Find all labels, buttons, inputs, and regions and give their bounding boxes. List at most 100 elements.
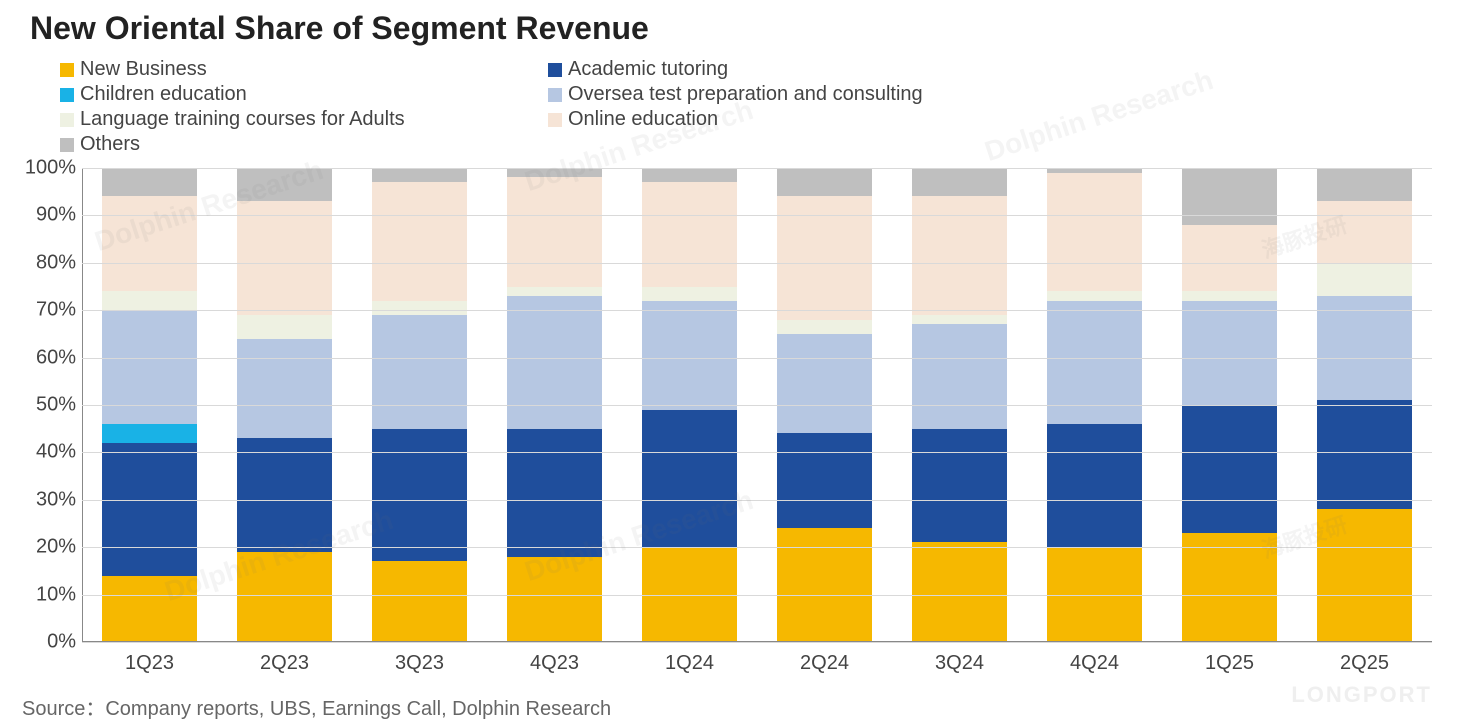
x-tick-label: 2Q25 xyxy=(1340,642,1389,675)
bar-segment-others xyxy=(102,168,197,196)
legend-item: Online education xyxy=(548,108,1018,131)
bar-segment-oversea xyxy=(1317,296,1412,400)
y-tick-label: 100% xyxy=(25,157,82,180)
bar-segment-language xyxy=(1047,291,1142,300)
legend-item: New Business xyxy=(60,58,530,81)
bar-segment-online xyxy=(102,196,197,291)
gridline xyxy=(82,547,1432,548)
legend-label: Online education xyxy=(568,108,718,131)
bar-segment-academic xyxy=(1317,400,1412,509)
legend-label: Oversea test preparation and consulting xyxy=(568,83,923,106)
bar-segment-online xyxy=(1047,173,1142,292)
x-tick-label: 4Q24 xyxy=(1070,642,1119,675)
bar-segment-oversea xyxy=(372,315,467,429)
source-text: Source：Company reports, UBS, Earnings Ca… xyxy=(22,692,611,721)
y-tick-label: 70% xyxy=(36,299,82,322)
bar-segment-new_business xyxy=(777,528,872,642)
chart-root: New Oriental Share of Segment Revenue Ne… xyxy=(0,0,1462,728)
bar-segment-others xyxy=(372,168,467,182)
gridline xyxy=(82,358,1432,359)
legend-swatch xyxy=(60,138,74,152)
x-tick-label: 1Q25 xyxy=(1205,642,1254,675)
legend-item: Others xyxy=(60,133,530,156)
bar-segment-online xyxy=(507,177,602,286)
legend-label: Children education xyxy=(80,83,247,106)
legend: New Business Academic tutoring Children ed… xyxy=(60,58,1422,158)
y-tick-label: 20% xyxy=(36,536,82,559)
bar-segment-language xyxy=(102,291,197,310)
bar-segment-oversea xyxy=(237,339,332,439)
bar-segment-oversea xyxy=(777,334,872,434)
gridline xyxy=(82,642,1432,643)
bar-segment-online xyxy=(237,201,332,315)
y-tick-label: 40% xyxy=(36,441,82,464)
y-tick-label: 0% xyxy=(47,631,82,654)
x-tick-label: 3Q24 xyxy=(935,642,984,675)
bar-segment-language xyxy=(372,301,467,315)
bar-segment-language xyxy=(237,315,332,339)
legend-label: Others xyxy=(80,133,140,156)
y-tick-label: 90% xyxy=(36,204,82,227)
bar-segment-new_business xyxy=(1182,533,1277,642)
bar-segment-new_business xyxy=(507,557,602,642)
bar-segment-academic xyxy=(1182,405,1277,533)
bar-segment-academic xyxy=(507,429,602,557)
bar-segment-online xyxy=(372,182,467,301)
bar-segment-online xyxy=(912,196,1007,315)
x-tick-label: 1Q24 xyxy=(665,642,714,675)
watermark-longport: LONGPORT xyxy=(1291,682,1432,708)
bar-segment-others xyxy=(777,168,872,196)
gridline xyxy=(82,168,1432,169)
bar-segment-online xyxy=(642,182,737,286)
x-tick-label: 2Q23 xyxy=(260,642,309,675)
bar-segment-online xyxy=(1317,201,1412,263)
y-tick-label: 60% xyxy=(36,346,82,369)
bar-segment-others xyxy=(507,168,602,177)
legend-swatch xyxy=(548,113,562,127)
legend-item: Language training courses for Adults xyxy=(60,108,530,131)
legend-label: Academic tutoring xyxy=(568,58,728,81)
bar-segment-online xyxy=(1182,225,1277,291)
legend-item: Children education xyxy=(60,83,530,106)
legend-swatch xyxy=(548,88,562,102)
bar-segment-oversea xyxy=(102,310,197,424)
bar-segment-language xyxy=(912,315,1007,324)
bar-segment-language xyxy=(1317,263,1412,296)
gridline xyxy=(82,452,1432,453)
bar-segment-academic xyxy=(237,438,332,552)
y-tick-label: 10% xyxy=(36,583,82,606)
bar-segment-language xyxy=(1182,291,1277,300)
bar-segment-children xyxy=(102,424,197,443)
bar-segment-academic xyxy=(642,410,737,547)
chart-title: New Oriental Share of Segment Revenue xyxy=(30,10,649,47)
bar-segment-new_business xyxy=(1317,509,1412,642)
x-tick-label: 1Q23 xyxy=(125,642,174,675)
plot-area: 1Q232Q233Q234Q231Q242Q243Q244Q241Q252Q25… xyxy=(82,168,1432,642)
x-tick-label: 2Q24 xyxy=(800,642,849,675)
legend-swatch xyxy=(548,63,562,77)
x-tick-label: 4Q23 xyxy=(530,642,579,675)
bar-segment-academic xyxy=(1047,424,1142,547)
bar-segment-new_business xyxy=(237,552,332,642)
bar-segment-oversea xyxy=(507,296,602,429)
bar-segment-oversea xyxy=(1182,301,1277,405)
legend-label: New Business xyxy=(80,58,207,81)
gridline xyxy=(82,215,1432,216)
bar-segment-language xyxy=(507,287,602,296)
bar-segment-language xyxy=(642,287,737,301)
bar-segment-academic xyxy=(912,429,1007,543)
bar-segment-language xyxy=(777,320,872,334)
legend-swatch xyxy=(60,113,74,127)
bar-segment-others xyxy=(912,168,1007,196)
gridline xyxy=(82,263,1432,264)
y-tick-label: 80% xyxy=(36,251,82,274)
legend-label: Language training courses for Adults xyxy=(80,108,405,131)
legend-swatch xyxy=(60,63,74,77)
bar-segment-others xyxy=(237,168,332,201)
legend-swatch xyxy=(60,88,74,102)
bar-segment-new_business xyxy=(912,542,1007,642)
bar-segment-oversea xyxy=(642,301,737,410)
x-tick-label: 3Q23 xyxy=(395,642,444,675)
bar-segment-academic xyxy=(102,443,197,576)
gridline xyxy=(82,500,1432,501)
